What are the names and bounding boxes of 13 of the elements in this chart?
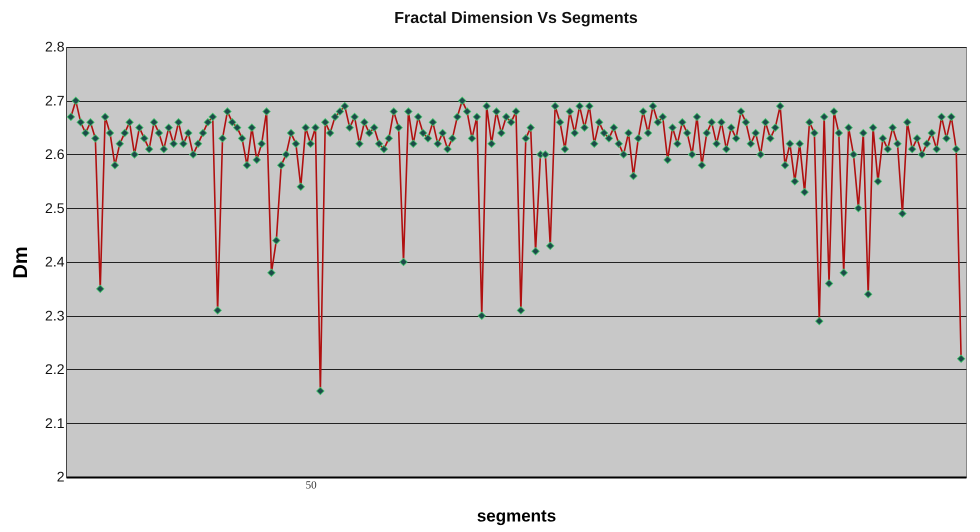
y-tick-label: 2.8 [45,38,65,54]
y-tick-label: 2.6 [45,146,65,162]
y-tick-label: 2.1 [45,414,65,431]
y-axis-title: Dm [10,246,32,279]
y-tick-label: 2.3 [45,307,65,324]
x-axis-title: segments [476,506,556,526]
y-tick-label: 2 [56,468,65,484]
x-tick-label: 50 [306,480,318,492]
y-tick-label: 2.5 [45,200,65,216]
chart-title: Fractal Dimension Vs Segments [394,10,638,27]
y-tick-label: 2.2 [45,361,65,377]
y-tick-label: 2.7 [45,92,65,108]
y-tick-label: 2.4 [45,254,65,270]
